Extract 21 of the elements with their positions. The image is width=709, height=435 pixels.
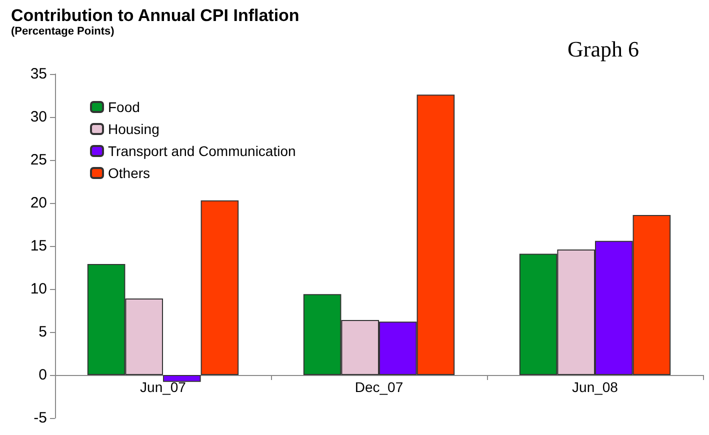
- y-tick-label: 30: [30, 108, 47, 126]
- y-tick-label: 10: [30, 280, 47, 298]
- y-tick-label: -5: [34, 410, 47, 426]
- y-tick-label: 25: [30, 152, 47, 168]
- y-tick-label: 5: [38, 324, 47, 340]
- bar: [163, 375, 201, 382]
- legend-label: Food: [108, 99, 140, 115]
- x-tick-label: Jun_07: [140, 379, 186, 395]
- x-tick-label: Dec_07: [354, 379, 404, 395]
- y-tick-label: 0: [38, 366, 47, 384]
- legend-label: Housing: [108, 121, 160, 137]
- x-tick-label: Jun_08: [572, 379, 618, 395]
- y-tick-label: 35: [30, 66, 47, 82]
- chart-subtitle: (Percentage Points): [11, 26, 115, 38]
- bar: [200, 200, 239, 375]
- legend-label: Transport and Communication: [108, 143, 296, 159]
- y-tick-label: 20: [30, 194, 47, 212]
- y-tick-label: 15: [30, 238, 47, 254]
- caption: Graph 6: [568, 36, 640, 62]
- legend-label: Others: [108, 165, 150, 181]
- chart-title: Contribution to Annual CPI Inflation: [11, 6, 300, 25]
